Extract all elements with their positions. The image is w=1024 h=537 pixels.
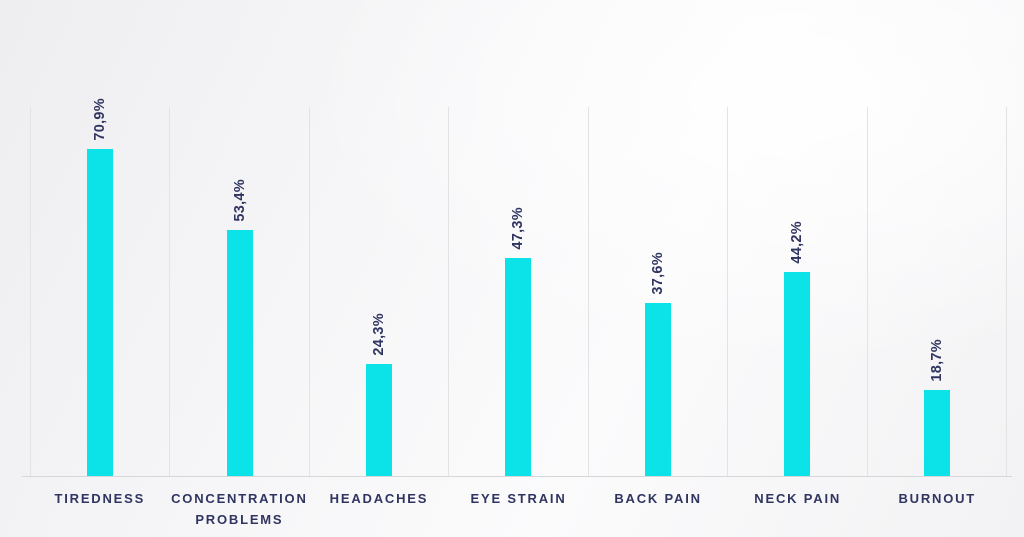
chart-plot-area: 70,9% 53,4% 24,3% 47,3% 37,6% 44,2% 18,7% [30,98,1007,476]
bar [644,303,671,476]
bar-value-label-wrap: 70,9% [31,98,169,141]
bar-value-label: 44,2% [789,221,806,264]
bar-value-label: 70,9% [92,98,109,141]
bar [505,258,532,476]
chart-column: 47,3% [448,107,587,476]
bar-value-label: 47,3% [510,207,527,250]
bar-value-label: 24,3% [371,313,388,356]
chart-column: 44,2% [727,107,866,476]
category-label: CONCENTRATION PROBLEMS [171,491,308,528]
bar-value-label: 53,4% [231,179,248,222]
category-label: NECK PAIN [754,491,842,506]
bar-value-label-wrap: 47,3% [449,207,587,250]
bar-value-label-wrap: 44,2% [728,221,866,264]
category-label: BURNOUT [898,491,977,506]
chart-column: 18,7% [866,107,1007,476]
chart-column: 37,6% [587,107,727,476]
bar-value-label-wrap: 53,4% [170,179,308,222]
bar-value-label: 18,7% [928,339,945,382]
category-label: BACK PAIN [614,491,702,506]
x-axis-baseline [22,476,1012,477]
bar [366,364,393,476]
category-label: EYE STRAIN [470,491,567,506]
bar-value-label: 37,6% [649,252,666,295]
category-label: HEADACHES [329,491,429,506]
bar-value-label-wrap: 18,7% [868,339,1006,382]
chart-column: 70,9% [30,98,169,476]
category-label: TIREDNESS [54,491,146,506]
bar [87,149,114,476]
chart-column: 24,3% [308,107,448,476]
bar [923,390,950,476]
category-axis-labels: TIREDNESS CONCENTRATION PROBLEMS HEADACHES… [30,488,1007,531]
bar [226,230,253,476]
bar-value-label-wrap: 37,6% [589,252,727,295]
bar-value-label-wrap: 24,3% [310,313,448,356]
chart-column: 53,4% [169,107,308,476]
bar [784,272,811,476]
